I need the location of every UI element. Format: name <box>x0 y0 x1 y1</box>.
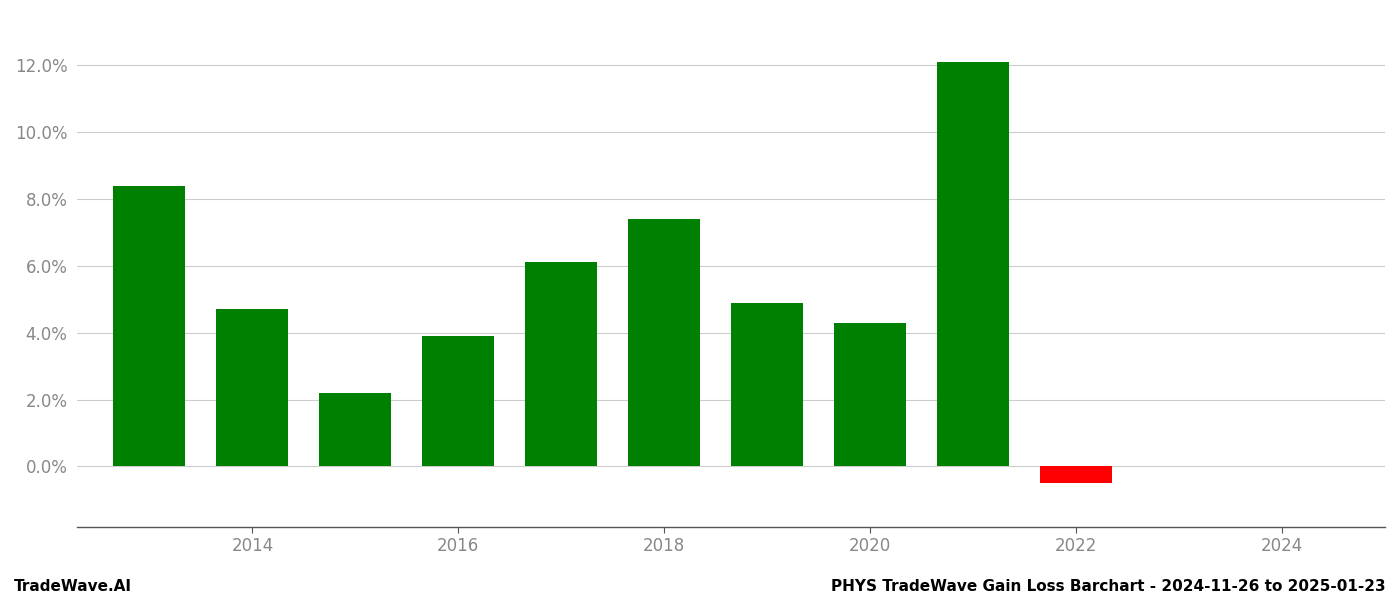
Bar <box>937 62 1009 466</box>
Bar <box>423 336 494 466</box>
Text: TradeWave.AI: TradeWave.AI <box>14 579 132 594</box>
Bar <box>1040 466 1112 483</box>
Bar <box>525 262 598 466</box>
Bar <box>834 323 906 466</box>
Bar <box>319 393 392 466</box>
Bar <box>113 185 185 466</box>
Bar <box>731 302 804 466</box>
Text: PHYS TradeWave Gain Loss Barchart - 2024-11-26 to 2025-01-23: PHYS TradeWave Gain Loss Barchart - 2024… <box>832 579 1386 594</box>
Bar <box>629 219 700 466</box>
Bar <box>217 309 288 466</box>
